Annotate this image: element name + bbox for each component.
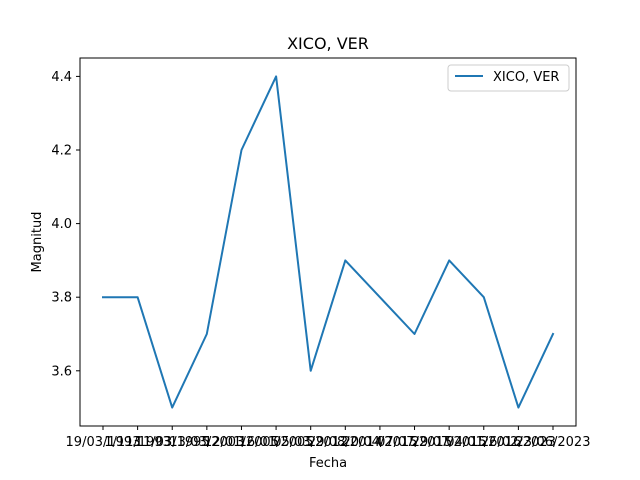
x-tick-label: 07/07/2015 bbox=[377, 435, 452, 450]
y-tick-label: 3.6 bbox=[51, 364, 72, 379]
x-tick-label: 04/01/2016 bbox=[446, 435, 521, 450]
x-tick-label: 29/07/2015 bbox=[412, 435, 487, 450]
x-axis: 19/03/19931/11/199311/03/199513/03/20031… bbox=[66, 426, 591, 450]
y-tick-label: 4.4 bbox=[51, 70, 72, 85]
x-tick-label: 11/03/1995 bbox=[135, 435, 210, 450]
series-line bbox=[102, 75, 555, 409]
y-tick-label: 4.2 bbox=[51, 144, 72, 159]
x-tick-label: 16/01/2005 bbox=[239, 435, 314, 450]
legend-box bbox=[447, 64, 570, 92]
x-tick-label: 1/11/1993 bbox=[104, 435, 171, 450]
x-tick-label: 19/03/1993 bbox=[66, 435, 141, 450]
x-axis-label: Fecha bbox=[309, 456, 347, 471]
legend: XICO, VER bbox=[447, 64, 570, 92]
y-tick-label: 3.8 bbox=[51, 291, 72, 306]
series-layer bbox=[102, 75, 555, 409]
x-tick-label: 23/06/2023 bbox=[516, 435, 591, 450]
legend-label: XICO, VER bbox=[493, 70, 559, 85]
x-tick-label: 13/03/2003 bbox=[169, 435, 244, 450]
x-tick-label: 12/01/2005 bbox=[204, 435, 279, 450]
x-tick-label: 20/04/2015 bbox=[342, 435, 417, 450]
x-tick-label: 26/02/2023 bbox=[481, 435, 556, 450]
chart-title: XICO, VER bbox=[287, 34, 369, 53]
x-tick-label: 05/03/2012 bbox=[273, 435, 348, 450]
y-axis: 3.6 3.8 4.0 4.2 4.4 bbox=[51, 70, 80, 379]
plot-area bbox=[79, 57, 577, 427]
x-tick-label: 29/08/2014 bbox=[308, 435, 383, 450]
y-axis-label: Magnitud bbox=[30, 212, 45, 273]
y-tick-label: 4.0 bbox=[51, 217, 72, 232]
